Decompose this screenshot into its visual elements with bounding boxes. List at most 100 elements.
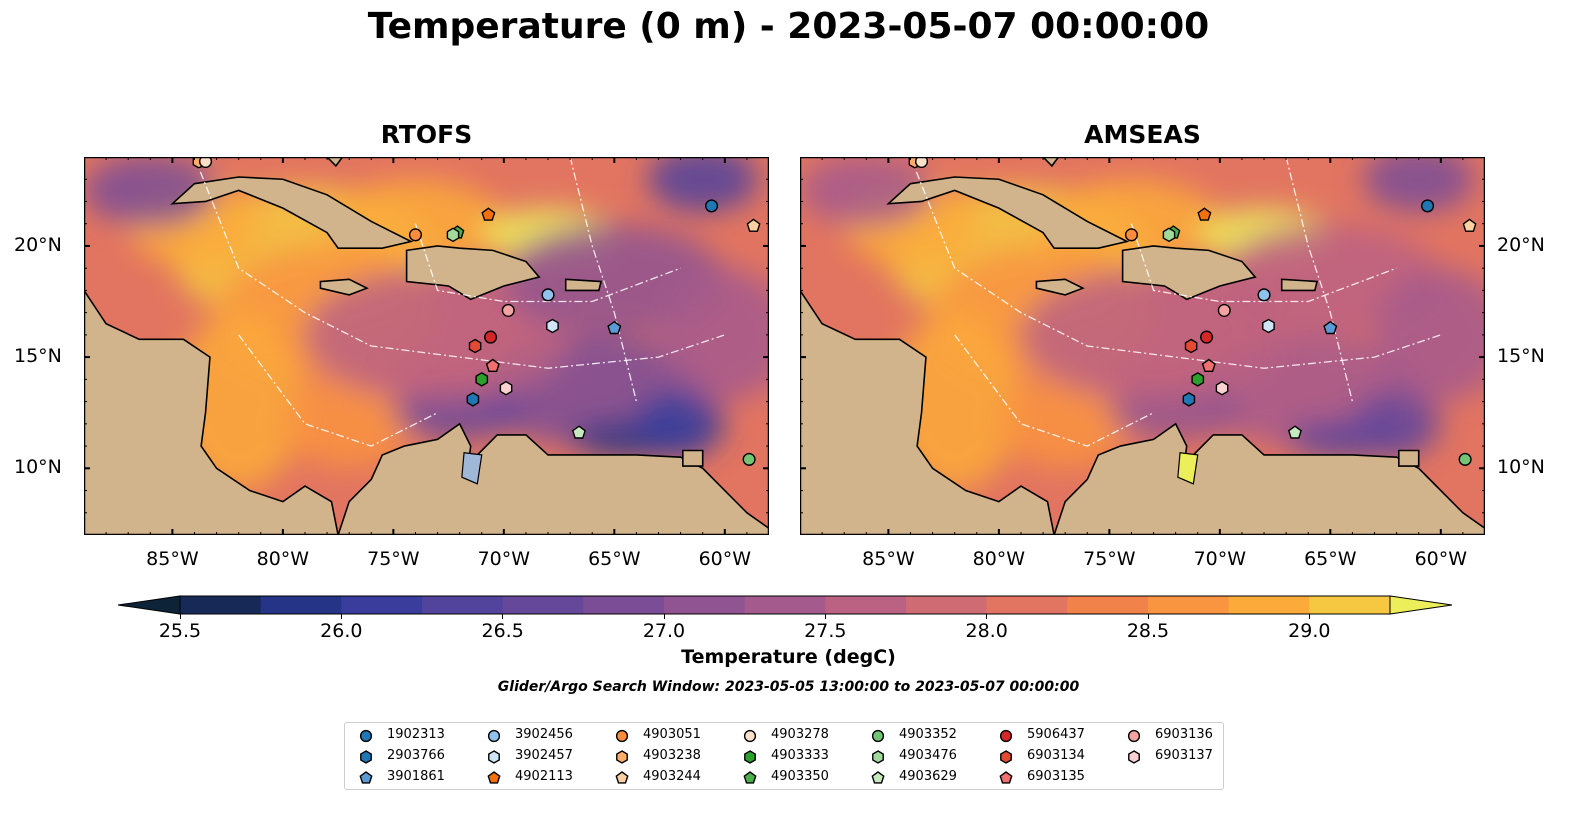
colorbar-extend-high	[1389, 595, 1453, 615]
float-marker-4903629	[571, 425, 586, 439]
float-marker-4903476	[1162, 227, 1176, 243]
legend-label: 6903134	[1027, 748, 1085, 763]
float-marker-6903137	[499, 380, 513, 396]
float-marker-6903137	[1215, 380, 1229, 396]
float-marker-6903136	[501, 303, 515, 317]
legend-label: 2903766	[387, 748, 445, 763]
land-polygon	[1041, 157, 1060, 168]
land-polygon	[325, 157, 344, 168]
x-tick-label: 70°W	[1193, 548, 1247, 570]
figure-title: Temperature (0 m) - 2023-05-07 00:00:00	[367, 6, 1210, 47]
colorbar-extend-low	[117, 595, 181, 615]
legend-label: 4903629	[899, 769, 957, 784]
colorbar-segment	[1309, 596, 1391, 614]
legend-label: 6903137	[1155, 748, 1213, 763]
land-polygon	[337, 422, 769, 535]
legend-label: 6903135	[1027, 769, 1085, 784]
float-marker-4902113	[481, 207, 496, 221]
circle-icon	[615, 729, 629, 743]
x-tick-label: 80°W	[256, 548, 310, 570]
hexagon-icon	[1128, 750, 1140, 764]
map-frame	[800, 157, 1485, 535]
colorbar-tick-mark	[1147, 614, 1149, 619]
hexagon-icon	[872, 750, 884, 764]
legend-label: 4903352	[899, 727, 957, 742]
float-marker-4903051	[1124, 228, 1139, 242]
eez-boundary	[909, 157, 1442, 369]
legend-label: 1902313	[387, 727, 445, 742]
circle-icon	[871, 729, 885, 743]
colorbar-tick-mark	[179, 614, 181, 619]
circle-icon	[743, 729, 757, 743]
y-tick-label: 15°N	[14, 345, 62, 368]
legend-label: 3902456	[515, 727, 573, 742]
pentagon-icon	[999, 771, 1013, 784]
colorbar-segment	[1067, 596, 1149, 614]
colorbar-tick-mark	[340, 614, 342, 619]
x-tick-label: 75°W	[1083, 548, 1136, 570]
colorbar-tick-label: 27.0	[642, 620, 686, 642]
colorbar-tick-mark	[1308, 614, 1310, 619]
x-tick-label: 85°W	[146, 548, 199, 570]
legend-label: 4903333	[771, 748, 829, 763]
land-polygon	[682, 449, 704, 467]
float-marker-3902456	[541, 288, 555, 302]
float-marker-1902313	[1420, 199, 1435, 213]
pentagon-icon	[871, 771, 885, 784]
float-marker-6903135	[1201, 358, 1216, 373]
colorbar-label: Temperature (degC)	[681, 646, 896, 668]
colorbar-segment	[1148, 596, 1230, 614]
hexagon-icon	[360, 750, 372, 764]
float-marker-4903352	[1458, 452, 1472, 466]
eez-boundary	[193, 157, 726, 369]
float-marker-4903476	[446, 227, 460, 243]
y-tick-label: 10°N	[1497, 456, 1545, 479]
colorbar-tick-mark	[824, 614, 826, 619]
float-marker-2903766	[466, 392, 480, 407]
float-marker-1902313	[704, 199, 719, 213]
float-marker-4903333	[475, 372, 489, 387]
circle-icon	[999, 729, 1013, 743]
colorbar-tick-mark	[502, 614, 504, 619]
colorbar-segment	[180, 596, 262, 614]
pentagon-icon	[487, 771, 501, 784]
float-marker-5906437	[484, 330, 498, 344]
legend-label: 4902113	[515, 769, 573, 784]
float-marker-6903136	[1217, 303, 1231, 317]
float-marker-3902457	[546, 318, 559, 334]
float-marker-3901861	[1323, 320, 1338, 335]
colorbar-tick-label: 28.5	[1126, 620, 1170, 642]
land-polygon	[1035, 278, 1085, 296]
x-tick-label: 80°W	[972, 548, 1026, 570]
colorbar-segment	[341, 596, 423, 614]
float-marker-4902113	[1197, 207, 1212, 221]
x-tick-label: 65°W	[588, 548, 641, 570]
float-marker-4903278	[198, 157, 213, 168]
colorbar-segment	[1228, 596, 1310, 614]
legend-label: 4903350	[771, 769, 829, 784]
eez-boundary	[954, 334, 1154, 447]
y-tick-label: 20°N	[1497, 233, 1545, 256]
colorbar-segment	[744, 596, 826, 614]
colorbar-tick-label: 25.5	[158, 620, 202, 642]
legend-label: 3901861	[387, 769, 445, 784]
circle-icon	[487, 729, 501, 743]
pentagon-icon	[615, 771, 629, 784]
land-polygon	[1280, 278, 1319, 292]
hexagon-icon	[1000, 750, 1012, 764]
land-polygon	[319, 278, 369, 296]
legend-label: 4903244	[643, 769, 701, 784]
land-polygon	[1053, 422, 1485, 535]
colorbar-tick-label: 26.5	[481, 620, 524, 642]
land-polygon	[84, 288, 339, 535]
land-polygon	[1121, 245, 1257, 301]
lake	[461, 452, 483, 485]
float-marker-3901861	[607, 320, 622, 335]
legend-label: 5906437	[1027, 727, 1085, 742]
hexagon-icon	[616, 750, 628, 764]
x-tick-label: 65°W	[1304, 548, 1357, 570]
colorbar-tick-label: 26.0	[320, 620, 363, 642]
eez-boundary	[1130, 223, 1397, 303]
colorbar-tick-label: 27.5	[804, 620, 847, 642]
amseas-map	[800, 157, 1485, 535]
